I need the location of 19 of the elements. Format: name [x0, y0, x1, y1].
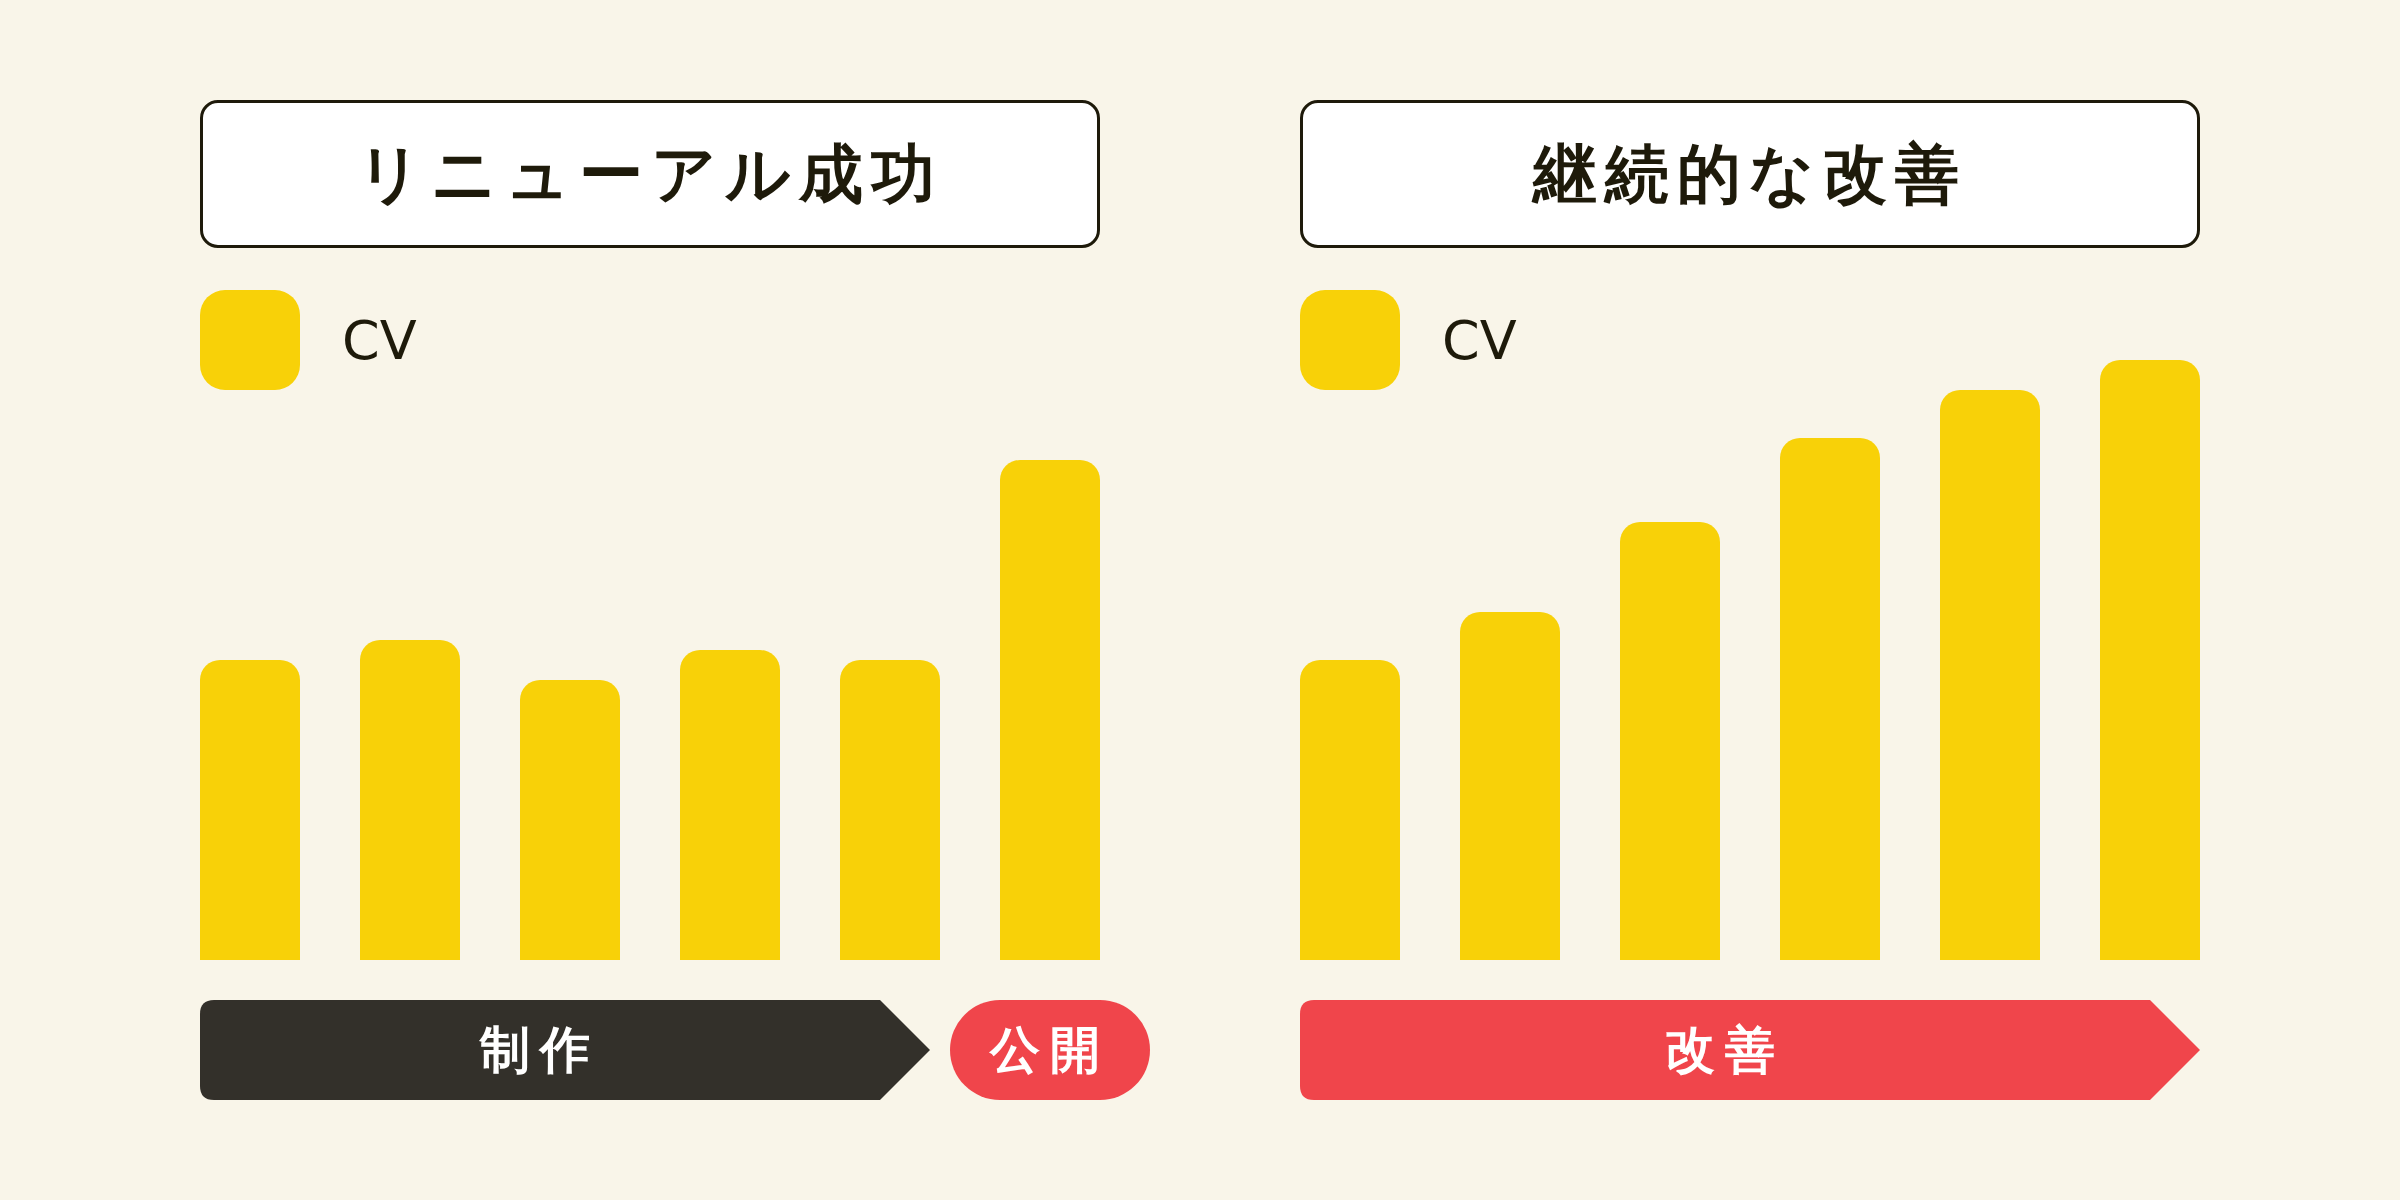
bar: [360, 640, 460, 960]
legend-label: CV: [1442, 308, 1517, 372]
bar: [680, 650, 780, 960]
bar: [2100, 360, 2200, 960]
bar: [1620, 522, 1720, 960]
legend-label: CV: [342, 308, 417, 372]
bar: [1000, 460, 1100, 960]
bar: [840, 660, 940, 960]
chart-title: リニューアル成功: [357, 136, 943, 211]
bar: [200, 660, 300, 960]
text: 公開: [990, 1020, 1110, 1079]
bar: [1780, 438, 1880, 960]
chart-title: 継続的な改善: [1533, 136, 1967, 211]
bar: [520, 680, 620, 960]
bar: [1460, 612, 1560, 960]
text: 改善: [1665, 1020, 1785, 1079]
text: 制作: [480, 1020, 600, 1079]
bar: [1300, 660, 1400, 960]
bar: [1940, 390, 2040, 960]
